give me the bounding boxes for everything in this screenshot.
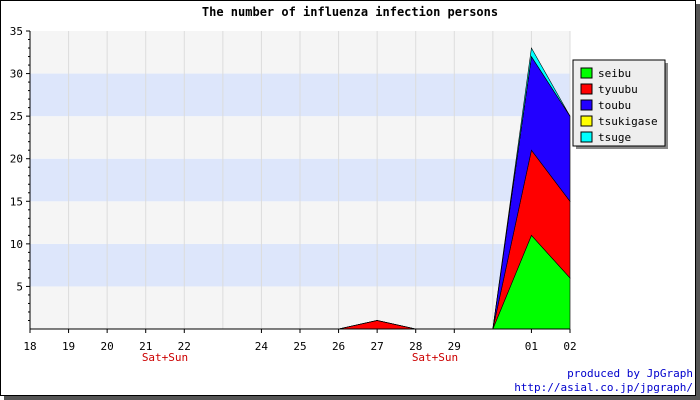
x-tick-label: 29 bbox=[448, 340, 461, 353]
x-tick-label: 22 bbox=[178, 340, 191, 353]
y-tick-label: 20 bbox=[10, 153, 23, 166]
legend-label-seibu: seibu bbox=[598, 67, 631, 80]
weekend-label: Sat+Sun bbox=[142, 351, 188, 364]
weekend-label: Sat+Sun bbox=[412, 351, 458, 364]
x-tick-label: 02 bbox=[563, 340, 576, 353]
x-tick-label: 21 bbox=[139, 340, 152, 353]
legend-label-tyuubu: tyuubu bbox=[598, 83, 638, 96]
y-tick-label: 30 bbox=[10, 68, 23, 81]
x-tick-label: 28 bbox=[409, 340, 422, 353]
legend-swatch-tyuubu bbox=[580, 83, 593, 95]
legend-label-toubu: toubu bbox=[598, 99, 631, 112]
legend-swatch-toubu bbox=[580, 99, 593, 111]
y-tick-label: 35 bbox=[10, 25, 23, 38]
y-tick-label: 15 bbox=[10, 195, 23, 208]
y-tick-label: 5 bbox=[16, 280, 23, 293]
x-tick-label: 26 bbox=[332, 340, 345, 353]
legend-swatch-tsukigase bbox=[580, 115, 593, 127]
axes: 5 10 15 20 25 30 35 18 19 20 21 22 24 25 26 27 28 29 01 02 S… bbox=[10, 25, 577, 364]
legend-swatch-seibu bbox=[580, 67, 593, 79]
legend: seibu tyuubu toubu tsukigase tsuge bbox=[572, 59, 668, 149]
x-tick-label: 01 bbox=[525, 340, 538, 353]
legend-label-tsukigase: tsukigase bbox=[598, 115, 658, 128]
x-tick-label: 19 bbox=[62, 340, 75, 353]
x-tick-label: 25 bbox=[293, 340, 306, 353]
x-tick-label: 27 bbox=[371, 340, 384, 353]
x-tick-label: 18 bbox=[23, 340, 36, 353]
credit-link[interactable]: http://asial.co.jp/jpgraph/ bbox=[514, 381, 693, 394]
legend-swatch-tsuge bbox=[580, 131, 593, 143]
x-tick-label: 24 bbox=[255, 340, 269, 353]
y-tick-label: 25 bbox=[10, 110, 23, 123]
credit-line-1: produced by JpGraph bbox=[567, 367, 693, 380]
chart-title: The number of influenza infection person… bbox=[202, 5, 498, 19]
y-tick-label: 10 bbox=[10, 238, 23, 251]
x-tick-label: 20 bbox=[101, 340, 114, 353]
legend-label-tsuge: tsuge bbox=[598, 131, 631, 144]
